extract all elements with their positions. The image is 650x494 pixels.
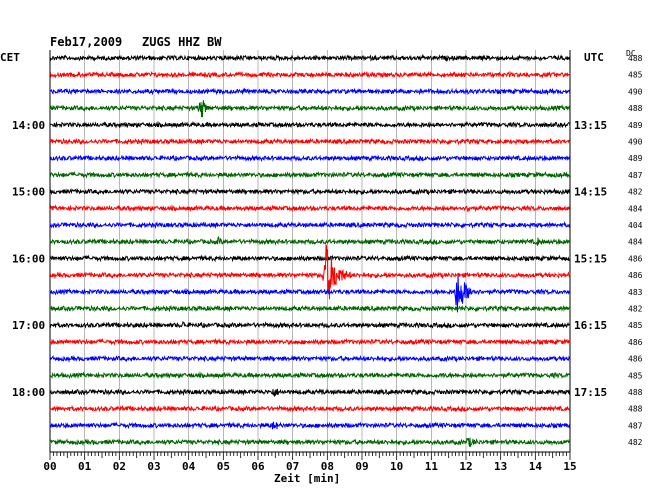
dc-value: 485 bbox=[628, 321, 643, 330]
seismic-trace bbox=[49, 371, 571, 380]
seismic-trace bbox=[49, 221, 571, 230]
x-tick-label: 09 bbox=[355, 460, 368, 473]
x-tick-label: 14 bbox=[529, 460, 543, 473]
x-axis: 00 01 02 03 04 05 06 07 08 09 10 11 12 13 14 15 bbox=[43, 451, 577, 473]
chart-station: ZUGS HHZ BW bbox=[142, 35, 222, 49]
dc-value: 483 bbox=[628, 288, 643, 297]
seismic-trace bbox=[50, 254, 571, 263]
dc-value: 490 bbox=[628, 87, 643, 96]
seismic-trace bbox=[49, 388, 571, 397]
right-hour-label: 13:15 bbox=[574, 119, 607, 132]
x-tick-label: 08 bbox=[321, 460, 334, 473]
dc-value: 485 bbox=[628, 71, 643, 80]
seismic-trace bbox=[49, 100, 571, 118]
x-tick-label: 11 bbox=[425, 460, 439, 473]
seismic-trace bbox=[49, 437, 571, 447]
x-tick-label: 02 bbox=[113, 460, 126, 473]
seismic-trace bbox=[49, 120, 571, 129]
dc-value: 486 bbox=[628, 254, 643, 263]
dc-value: 488 bbox=[628, 54, 643, 63]
dc-value: 404 bbox=[628, 221, 643, 230]
seismic-trace bbox=[49, 187, 571, 196]
left-hour-label: 16:00 bbox=[12, 252, 45, 265]
dc-header-label: DC bbox=[626, 49, 636, 58]
seismic-trace bbox=[49, 275, 571, 313]
dc-value: 486 bbox=[628, 271, 643, 280]
dc-value: 489 bbox=[628, 154, 643, 163]
x-tick-label: 03 bbox=[147, 460, 160, 473]
time-label-group: 14:00 15:00 16:00 17:00 18:00 13:15 14:15 15:15… bbox=[12, 119, 607, 399]
x-tick-label: 10 bbox=[390, 460, 403, 473]
seismic-trace bbox=[49, 204, 571, 213]
seismic-trace bbox=[49, 235, 571, 246]
trace-group: 488 485 490 488 489 490 489 487 482 484 404 484 486 4… bbox=[49, 53, 643, 447]
x-tick-label: 01 bbox=[78, 460, 92, 473]
right-hour-label: 17:15 bbox=[574, 386, 607, 399]
right-hour-label: 15:15 bbox=[574, 252, 607, 265]
seismic-trace bbox=[49, 244, 571, 300]
seismic-trace bbox=[49, 170, 571, 180]
dc-value: 490 bbox=[628, 138, 643, 147]
dc-value: 482 bbox=[628, 438, 643, 447]
right-hour-label: 14:15 bbox=[574, 186, 607, 199]
x-tick-label: 07 bbox=[286, 460, 299, 473]
x-tick-label: 06 bbox=[251, 460, 265, 473]
minute-grid bbox=[49, 50, 571, 452]
seismic-trace bbox=[49, 137, 571, 146]
chart-date: Feb17,2009 bbox=[50, 35, 122, 49]
left-timezone-label: CET bbox=[0, 51, 20, 64]
seismic-trace bbox=[49, 421, 571, 430]
dc-value: 486 bbox=[628, 355, 643, 364]
x-tick-label: 04 bbox=[182, 460, 196, 473]
dc-value: 485 bbox=[628, 371, 643, 380]
dc-value: 482 bbox=[628, 305, 643, 314]
dc-value: 487 bbox=[628, 171, 643, 180]
right-hour-label: 16:15 bbox=[574, 319, 607, 332]
seismic-trace bbox=[49, 404, 571, 413]
seismic-trace bbox=[49, 70, 571, 79]
x-tick-label: 05 bbox=[217, 460, 230, 473]
seismic-trace bbox=[49, 53, 571, 63]
right-timezone-label: UTC bbox=[584, 51, 604, 64]
x-tick-label: 13 bbox=[494, 460, 507, 473]
dc-value: 488 bbox=[628, 104, 643, 113]
left-hour-label: 15:00 bbox=[12, 186, 45, 199]
dc-value: 488 bbox=[628, 388, 643, 397]
dc-value: 482 bbox=[628, 188, 643, 197]
x-tick-label: 00 bbox=[43, 460, 56, 473]
x-tick-label: 12 bbox=[459, 460, 472, 473]
dc-value: 486 bbox=[628, 338, 643, 347]
seismic-trace bbox=[49, 87, 571, 96]
dc-value: 484 bbox=[628, 204, 643, 213]
seismic-trace bbox=[49, 320, 571, 330]
dc-value: 488 bbox=[628, 405, 643, 414]
dc-value: 487 bbox=[628, 421, 643, 430]
dc-value: 489 bbox=[628, 121, 643, 130]
seismic-trace bbox=[49, 337, 571, 346]
seismic-trace bbox=[49, 304, 571, 313]
x-axis-label: Zeit [min] bbox=[274, 472, 340, 485]
dc-value: 484 bbox=[628, 238, 643, 247]
seismic-trace bbox=[49, 354, 571, 363]
left-hour-label: 18:00 bbox=[12, 386, 45, 399]
left-hour-label: 14:00 bbox=[12, 119, 45, 132]
seismic-trace bbox=[49, 154, 571, 163]
left-hour-label: 17:00 bbox=[12, 319, 45, 332]
x-tick-label: 15 bbox=[563, 460, 576, 473]
